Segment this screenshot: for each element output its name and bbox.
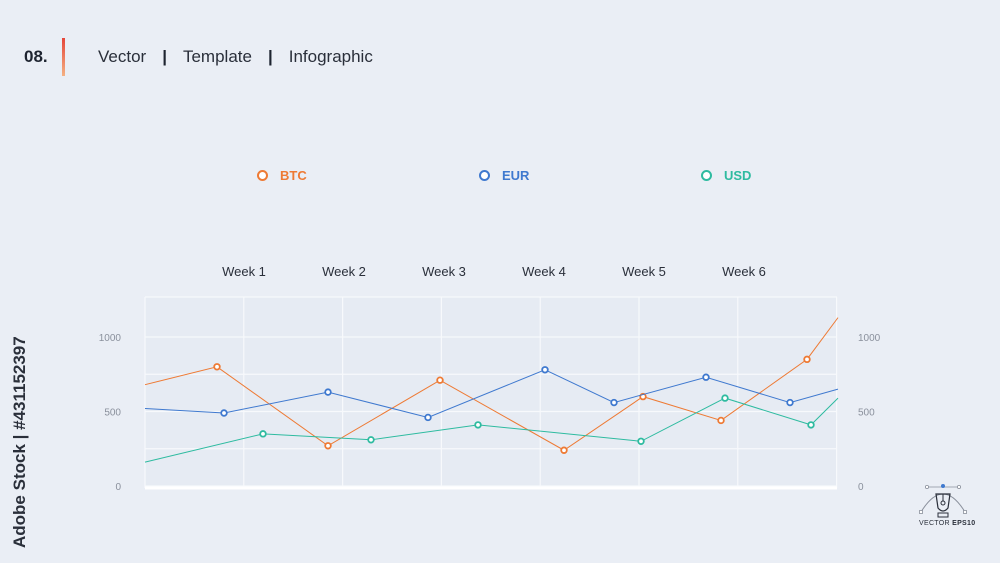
data-point-usd: [259, 430, 267, 438]
data-point-eur: [541, 366, 549, 374]
data-point-btc: [324, 442, 332, 450]
pen-nib-icon: [919, 484, 967, 518]
data-point-eur: [424, 413, 432, 422]
data-point-eur: [220, 409, 228, 417]
crumb-vector: Vector: [98, 47, 147, 66]
data-point-usd: [637, 437, 645, 445]
eps-badge: VECTOR EPS10: [919, 520, 975, 527]
legend-label-usd: USD: [724, 168, 752, 183]
y-tick-label-left: 500: [104, 408, 121, 419]
week-labels: Week 1 Week 2 Week 3 Week 4 Week 5 Week …: [0, 264, 1000, 284]
data-point-usd: [807, 421, 815, 429]
crumb-separator: |: [267, 47, 273, 66]
y-tick-label-right: 0: [858, 482, 864, 493]
crumb-template: Template: [182, 47, 252, 66]
data-point-eur: [324, 388, 332, 396]
eps-badge-prefix: VECTOR: [919, 520, 950, 527]
category-label: Week 4: [522, 264, 566, 279]
data-point-eur: [786, 398, 794, 407]
category-label: Week 1: [222, 264, 266, 279]
eps-badge-suffix: EPS10: [952, 520, 976, 527]
chart-legend: BTC EUR USD: [0, 168, 1000, 188]
data-point-usd: [474, 421, 482, 429]
y-tick-label-right: 1000: [858, 333, 881, 344]
data-point-usd: [367, 436, 375, 444]
category-label: Week 2: [322, 264, 366, 279]
crumb-infographic: Infographic: [288, 47, 373, 66]
y-tick-label-left: 1000: [99, 333, 122, 344]
data-point-btc: [213, 363, 221, 371]
legend-item-eur: EUR: [479, 168, 529, 183]
stock-credit: Adobe Stock | #431152397: [10, 336, 29, 548]
category-label: Week 3: [422, 264, 466, 279]
legend-label-btc: BTC: [280, 168, 307, 183]
legend-marker-btc: [257, 170, 268, 181]
category-label: Week 5: [622, 264, 666, 279]
legend-marker-eur: [479, 170, 490, 181]
y-tick-label-left: 0: [115, 482, 121, 493]
y-tick-label-right: 500: [858, 408, 875, 419]
data-point-btc: [560, 446, 568, 454]
legend-label-eur: EUR: [502, 168, 530, 183]
header: 08. Vector | Template | Infographic: [0, 0, 1000, 120]
accent-bar: [62, 38, 65, 76]
data-point-usd: [721, 394, 729, 402]
series-line-usd: [144, 397, 839, 463]
legend-item-usd: USD: [701, 168, 751, 183]
breadcrumb: Vector | Template | Infographic: [98, 47, 373, 67]
data-point-eur: [702, 373, 710, 381]
crumb-separator: |: [162, 47, 167, 66]
slide-number: 08.: [24, 47, 48, 66]
plot-area: [145, 297, 837, 488]
legend-marker-usd: [701, 170, 712, 181]
data-point-btc: [803, 355, 811, 364]
data-point-btc: [717, 416, 725, 425]
data-point-eur: [610, 398, 618, 407]
data-point-btc: [436, 376, 444, 384]
legend-item-btc: BTC: [257, 168, 307, 183]
category-label: Week 6: [722, 264, 766, 279]
